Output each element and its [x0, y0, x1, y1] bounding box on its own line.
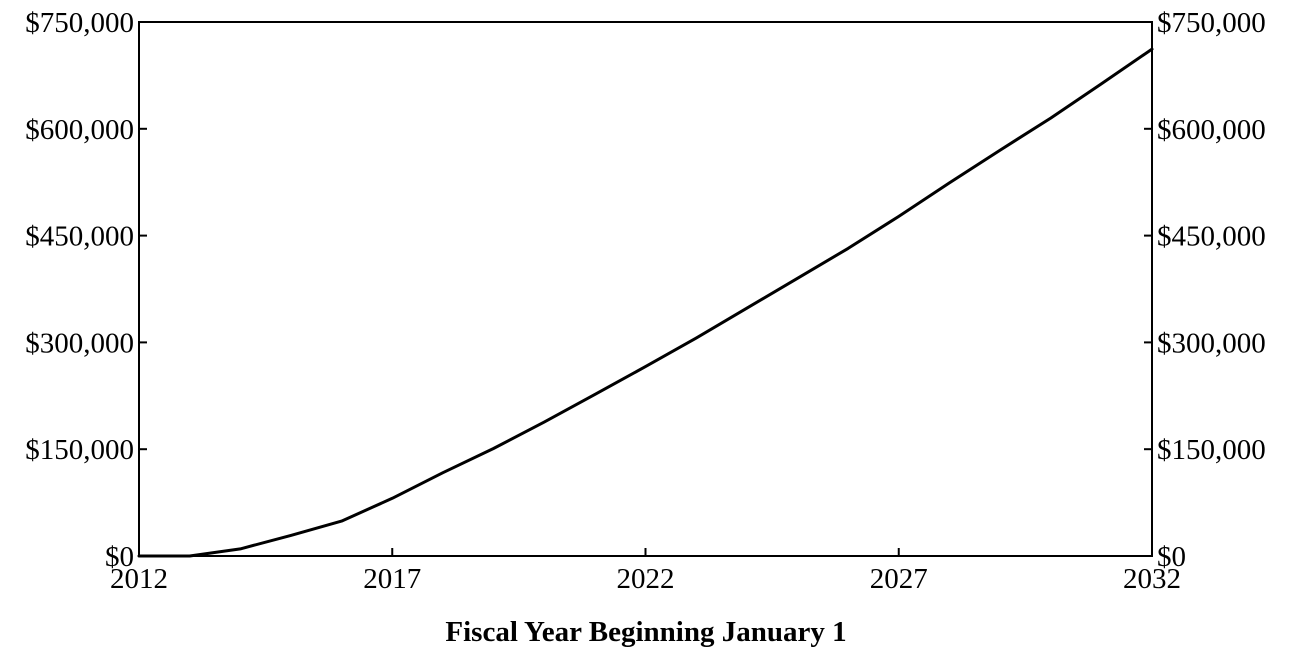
x-axis: 2012 2017 2022 2027 2032 [110, 548, 1181, 595]
plot-border [138, 21, 1153, 557]
series-line [137, 47, 1154, 558]
x-tick-label: 2032 [1123, 563, 1181, 595]
y-tick-label-right: $150,000 [1157, 434, 1266, 466]
y-axis-right: $0 $150,000 $300,000 $450,000 $600,000 $750,0… [1144, 7, 1266, 573]
y-tick-label-right: $450,000 [1157, 221, 1266, 253]
y-axis-left: $0 $150,000 $300,000 $450,000 $600,000 $750,0… [25, 7, 147, 573]
x-axis-title: Fiscal Year Beginning January 1 [445, 616, 846, 648]
y-tick-label-left: $600,000 [25, 114, 134, 146]
x-tick-label: 2027 [870, 563, 928, 595]
x-tick-label: 2012 [110, 563, 168, 595]
y-tick-label-right: $300,000 [1157, 327, 1266, 359]
plot-frame [138, 21, 1153, 557]
y-tick-label-left: $300,000 [25, 327, 134, 359]
y-tick-label-right: $600,000 [1157, 114, 1266, 146]
y-tick-label-left: $450,000 [25, 221, 134, 253]
y-tick-label-left: $0 [105, 541, 134, 573]
y-tick-label-left: $150,000 [25, 434, 134, 466]
x-tick-label: 2017 [363, 563, 421, 595]
y-tick-label-right: $0 [1157, 541, 1186, 573]
y-tick-label-right: $750,000 [1157, 7, 1266, 39]
y-tick-label-left: $750,000 [25, 7, 134, 39]
x-tick-label: 2022 [617, 563, 675, 595]
series-layer [137, 47, 1154, 558]
